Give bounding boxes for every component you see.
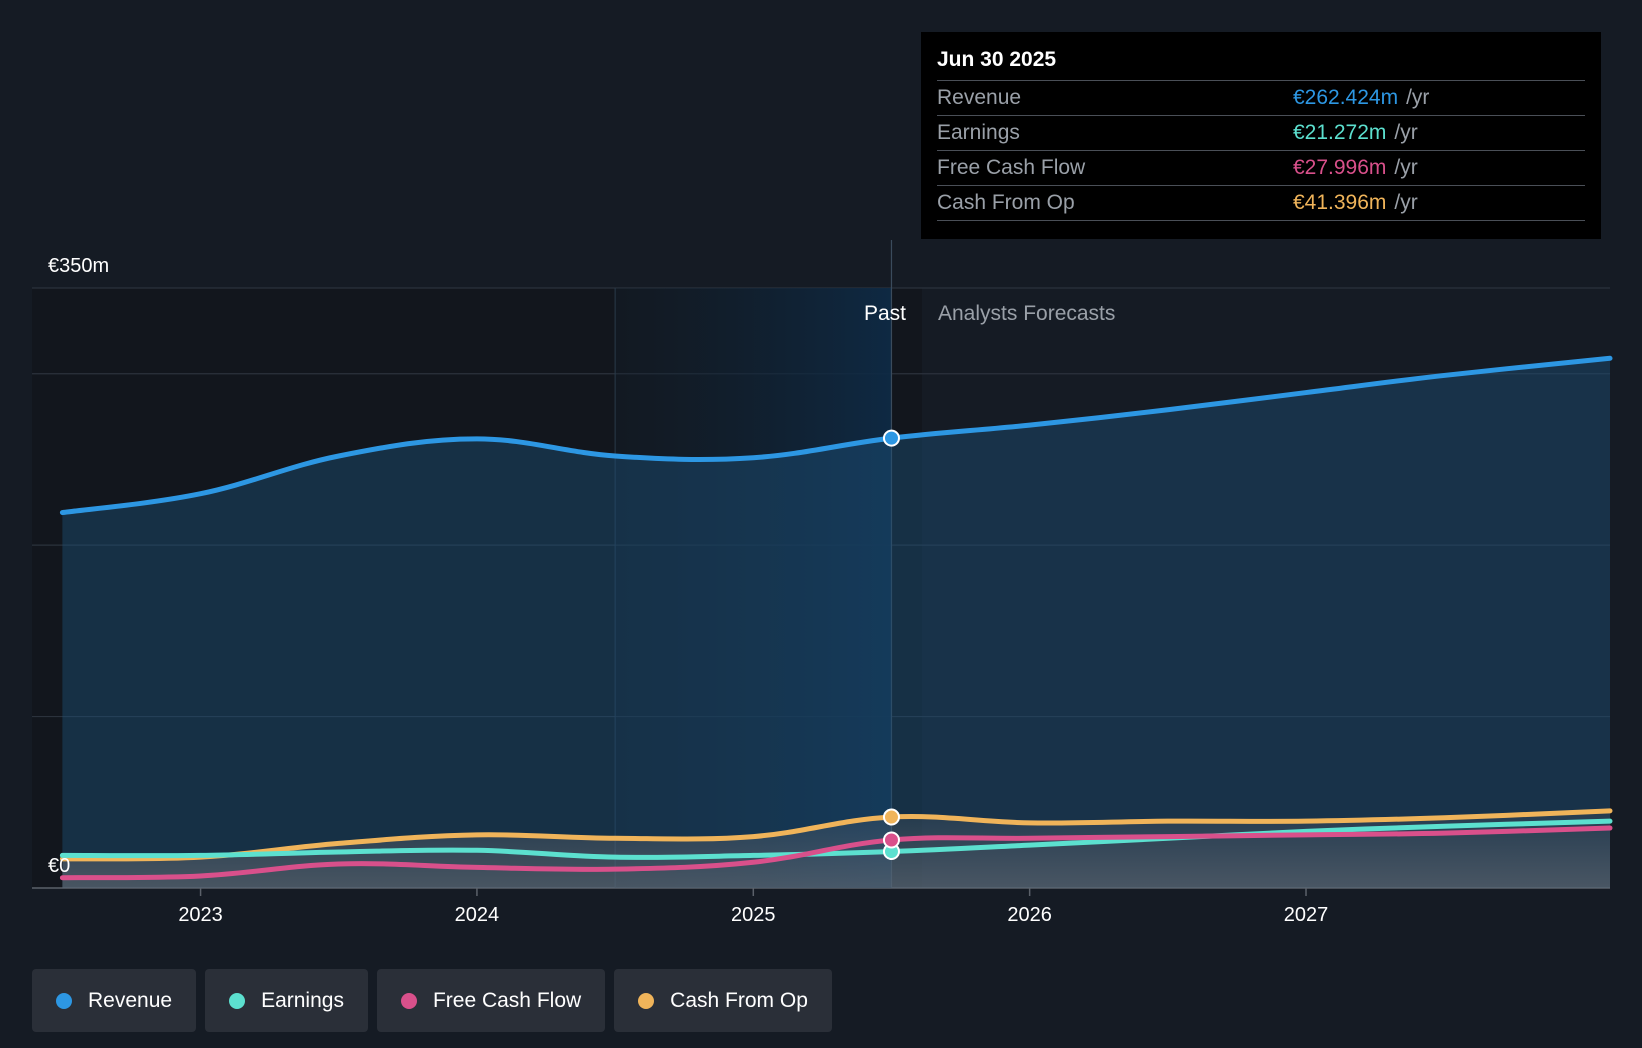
series-line-revenue <box>59 355 1613 516</box>
legend-item-free-cash-flow[interactable]: Free Cash Flow <box>376 969 606 1032</box>
legend-label: Earnings <box>261 988 344 1012</box>
tooltip-row-name: Earnings <box>937 121 1020 144</box>
x-tick-label: 2027 <box>1284 904 1329 926</box>
tooltip-row-name: Cash From Op <box>937 191 1075 214</box>
tooltip-date: Jun 30 2025 <box>937 48 1057 71</box>
tooltip-row-unit: /yr <box>1394 191 1418 214</box>
series-markers <box>882 429 900 861</box>
tooltip-row-name: Free Cash Flow <box>937 156 1086 179</box>
past-label: Past <box>864 302 906 325</box>
x-tick-label: 2026 <box>1007 904 1052 926</box>
tooltip-row-value: €41.396m <box>1293 191 1387 214</box>
past-highlight-band <box>615 288 892 888</box>
legend-dot-icon <box>400 992 417 1009</box>
series-line-free-cash-flow <box>59 825 1613 881</box>
tooltip-row-free-cash-flow: Free Cash Flow €27.996m /yr <box>937 150 1585 185</box>
tooltip-row-earnings: Earnings €21.272m /yr <box>937 115 1585 150</box>
revenue-area <box>62 358 1611 888</box>
legend-label: Revenue <box>88 988 173 1012</box>
tooltip-row-unit: /yr <box>1406 86 1430 109</box>
tooltip-row-value: €27.996m <box>1293 156 1387 179</box>
tooltip-row-cash-from-op: Cash From Op €41.396m /yr <box>937 185 1585 221</box>
series-lines <box>59 355 1613 881</box>
legend-dot-icon <box>638 992 655 1009</box>
legend-item-cash-from-op[interactable]: Cash From Op <box>614 969 832 1032</box>
marker-cash-from-op <box>882 808 900 826</box>
legend-dot-icon <box>229 992 246 1009</box>
forecast-label: Analysts Forecasts <box>938 302 1115 325</box>
series-line-cash-from-op <box>59 808 1613 862</box>
tooltip-row-revenue: Revenue €262.424m /yr <box>937 80 1585 115</box>
legend-dot-icon <box>56 992 72 1009</box>
series-line-earnings <box>59 818 1613 860</box>
legend-label: Cash From Op <box>670 988 808 1012</box>
legend-item-revenue[interactable]: Revenue <box>32 969 197 1032</box>
x-tick-label: 2025 <box>731 904 776 926</box>
legend-label: Free Cash Flow <box>432 988 582 1012</box>
axes: 2023 2024 2025 2026 2027 <box>178 888 1328 926</box>
x-tick-label: 2023 <box>178 904 223 926</box>
tooltip-row-unit: /yr <box>1394 121 1418 144</box>
tooltip-row-value: €21.272m <box>1293 121 1387 144</box>
y-axis-bottom-label: €0 <box>48 855 70 877</box>
marker-free-cash-flow <box>882 831 900 849</box>
x-tick-label: 2024 <box>455 904 500 926</box>
legend: Revenue Earnings Free Cash Flow Cash Fro… <box>32 969 832 1032</box>
tooltip: Jun 30 2025 Revenue €262.424m /yr Earnin… <box>921 32 1601 239</box>
tooltip-row-value: €262.424m <box>1293 86 1399 109</box>
past-highlight <box>614 240 893 888</box>
legend-item-earnings[interactable]: Earnings <box>205 969 368 1032</box>
marker-revenue <box>882 429 900 447</box>
tooltip-row-name: Revenue <box>937 86 1022 109</box>
y-axis-top-label: €350m <box>48 255 109 277</box>
tooltip-row-unit: /yr <box>1394 156 1418 179</box>
